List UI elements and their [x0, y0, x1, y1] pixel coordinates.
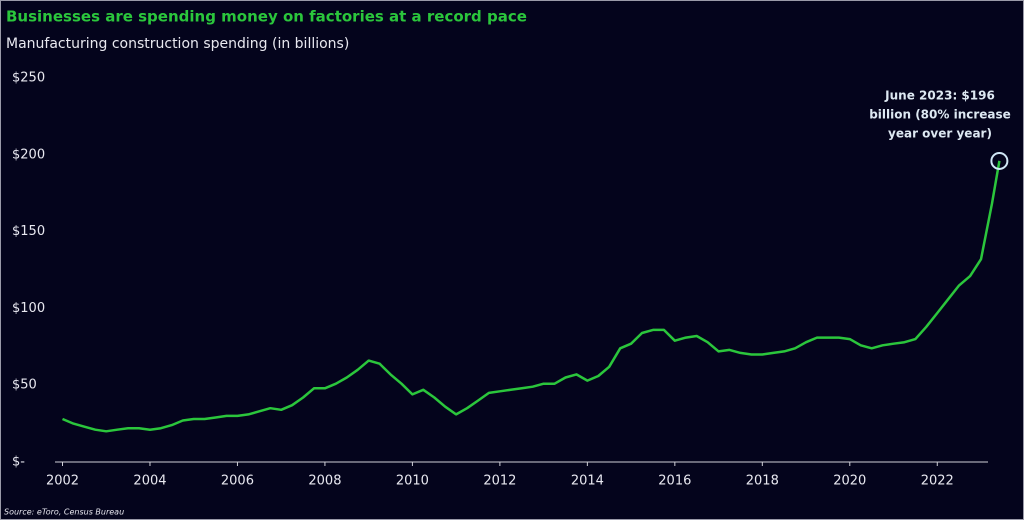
data-line: [62, 160, 1001, 433]
x-tick-label: 2012: [483, 474, 516, 489]
x-tick-label: 2016: [658, 474, 691, 489]
highlight-point: [990, 151, 1009, 170]
y-tick-label: $100: [12, 301, 45, 316]
annotation: June 2023: $196: [884, 89, 995, 103]
x-tick-label: 2020: [833, 474, 866, 489]
chart-title: Businesses are spending money on factori…: [6, 8, 527, 26]
annotation: billion (80% increase: [869, 108, 1011, 122]
y-tick-label: $150: [12, 224, 45, 239]
x-tick-label: 2008: [308, 474, 341, 489]
source-note: Source: eToro, Census Bureau: [4, 508, 124, 517]
annotation: year over year): [888, 127, 992, 141]
chart-subtitle: Manufacturing construction spending (in …: [6, 36, 349, 52]
y-tick-label: $200: [12, 147, 45, 162]
x-tick-label: 2006: [221, 474, 254, 489]
y-tick-label: $50: [12, 378, 37, 393]
x-tick-label: 2010: [396, 474, 429, 489]
x-tick-label: 2014: [571, 474, 604, 489]
x-tick-label: 2018: [746, 474, 779, 489]
y-tick-label: $-: [12, 455, 25, 470]
x-tick-label: 2004: [133, 474, 166, 489]
x-tick-label: 2022: [921, 474, 954, 489]
y-tick-label: $250: [12, 71, 45, 86]
x-tick-label: 2002: [46, 474, 79, 489]
